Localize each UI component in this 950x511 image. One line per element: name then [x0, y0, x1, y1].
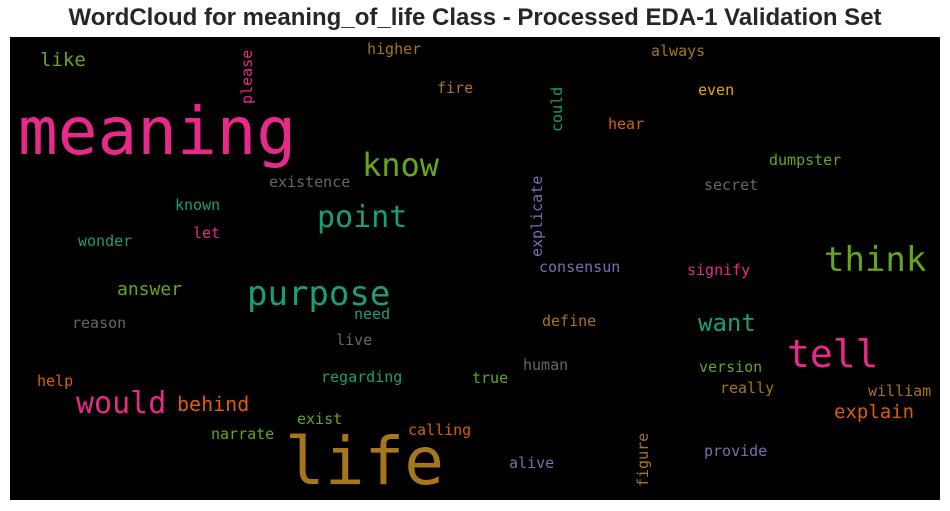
word-live: live [336, 331, 373, 349]
word-meaning: meaning [18, 93, 297, 170]
word-higher: higher [367, 40, 422, 58]
word-answer: answer [117, 279, 183, 300]
word-narrate: narrate [211, 425, 275, 443]
word-wonder: wonder [78, 232, 133, 250]
word-tell: tell [787, 332, 879, 376]
word-need: need [354, 305, 391, 323]
wordcloud-canvas: meaning life purpose tell think know point woul… [10, 37, 940, 500]
word-consensun: consensun [539, 258, 621, 276]
word-alive: alive [509, 454, 555, 472]
word-william: william [868, 382, 932, 400]
word-signify: signify [687, 261, 751, 279]
word-point: point [317, 200, 408, 235]
word-reason: reason [72, 314, 127, 332]
word-exist: exist [297, 410, 343, 428]
word-calling: calling [408, 421, 472, 439]
word-hear: hear [608, 115, 645, 133]
word-dumpster: dumpster [769, 151, 842, 169]
word-define: define [542, 312, 597, 330]
word-know: know [362, 146, 440, 184]
word-could: could [548, 86, 566, 132]
word-let: let [193, 224, 221, 242]
word-help: help [37, 372, 74, 390]
word-regarding: regarding [321, 368, 403, 386]
word-please: please [238, 49, 256, 104]
word-figure: figure [634, 432, 652, 487]
word-behind: behind [177, 392, 250, 416]
word-life: life [285, 423, 444, 500]
word-like: like [40, 49, 86, 71]
chart-title: WordCloud for meaning_of_life Class - Pr… [68, 4, 882, 31]
word-always: always [651, 42, 706, 60]
word-think: think [824, 240, 927, 280]
word-secret: secret [704, 176, 759, 194]
word-want: want [698, 309, 756, 337]
word-version: version [699, 358, 763, 376]
word-provide: provide [704, 442, 768, 460]
word-known: known [175, 196, 221, 214]
word-even: even [698, 81, 735, 99]
word-existence: existence [269, 173, 351, 191]
word-really: really [720, 379, 775, 397]
word-human: human [523, 356, 569, 374]
word-explicate: explicate [528, 175, 546, 257]
word-purpose: purpose [247, 274, 391, 314]
word-would: would [76, 386, 167, 421]
word-explain: explain [834, 401, 915, 423]
word-true: true [472, 369, 509, 387]
word-fire: fire [437, 79, 474, 97]
